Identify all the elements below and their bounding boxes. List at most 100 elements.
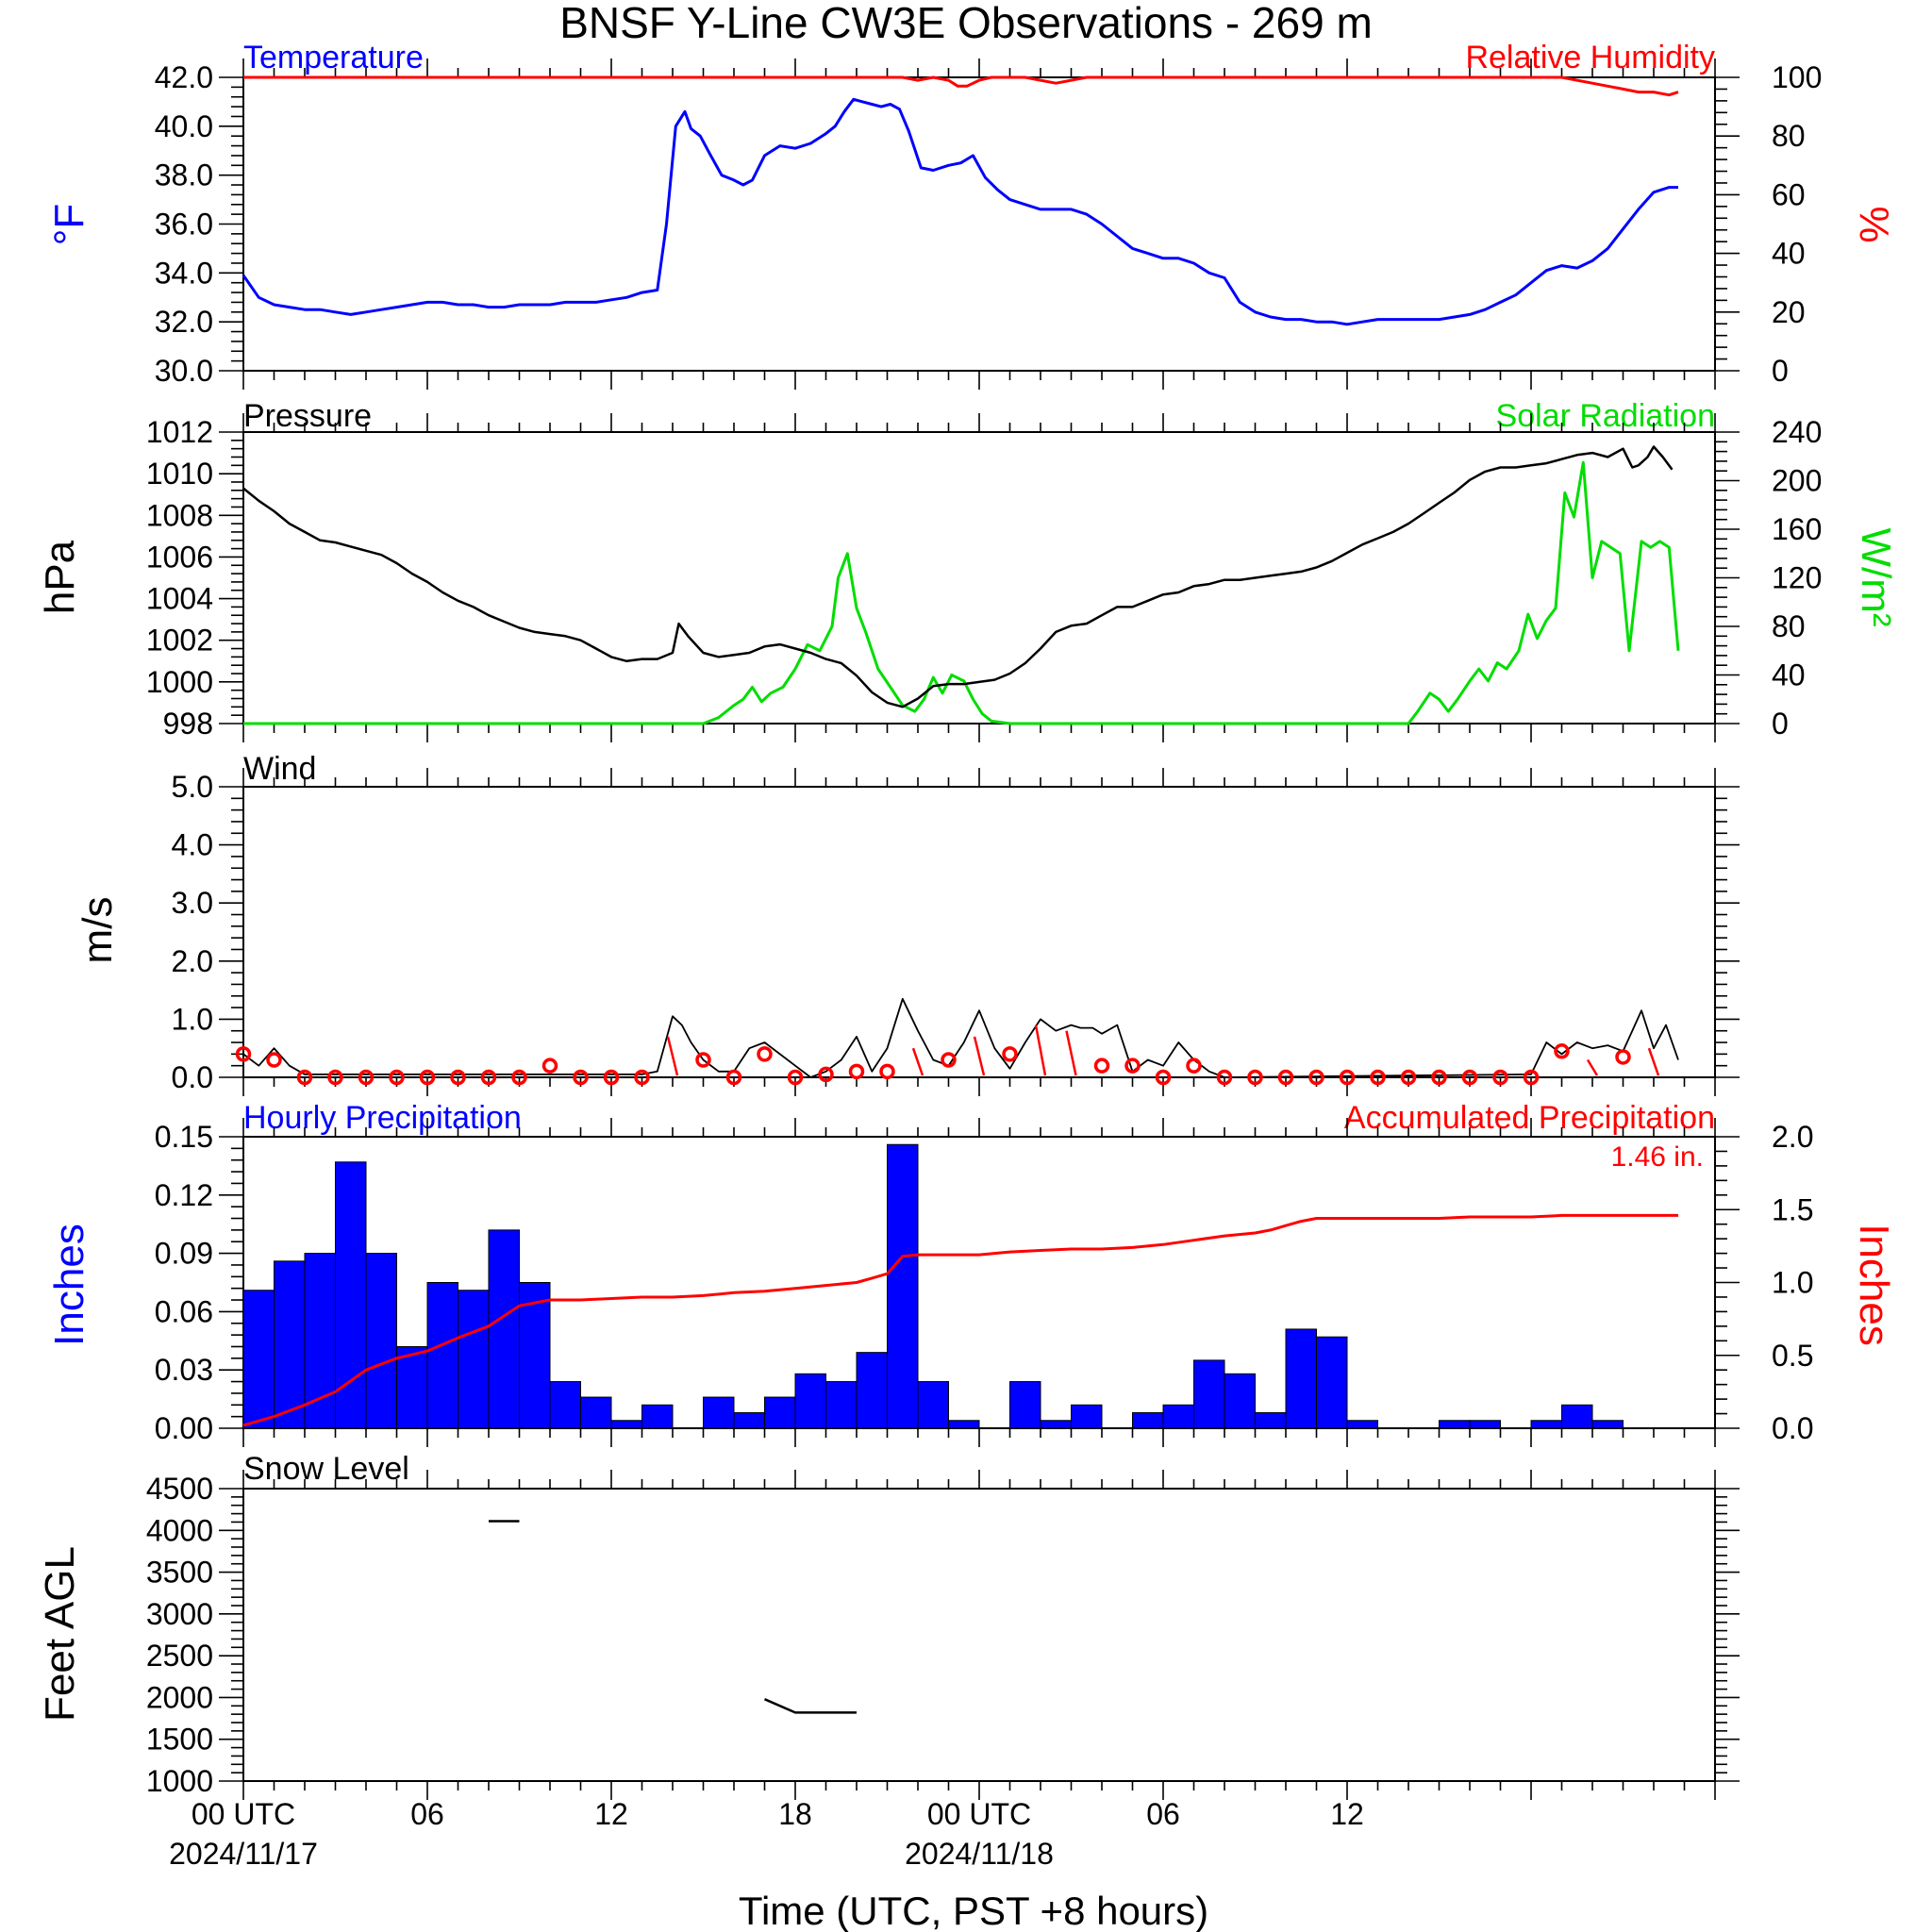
hourly-precip-bar <box>733 1412 765 1429</box>
wind-calm-circle <box>296 1069 313 1086</box>
hourly-precip-bar <box>1193 1359 1225 1429</box>
hourly-precip-bar <box>426 1282 458 1429</box>
x-tick-date-label: 2024/11/18 <box>905 1837 1054 1871</box>
hourly-precip-bar <box>1255 1412 1287 1429</box>
precip-right-tick-label: 0.0 <box>1772 1411 1813 1445</box>
x-tick-label: 18 <box>778 1797 812 1831</box>
hourly-precip-bar <box>396 1345 428 1429</box>
chart-title: BNSF Y-Line CW3E Observations - 269 m <box>559 0 1373 47</box>
hourly-precip-bar <box>1224 1373 1256 1429</box>
wind-direction-marker <box>973 1036 986 1076</box>
temp-left-tick-label: 30.0 <box>155 354 213 388</box>
wind-calm-circle <box>725 1069 742 1086</box>
rh-axis-title: % <box>1851 206 1897 242</box>
wind-calm-circle <box>1093 1058 1110 1074</box>
wind-calm-circle <box>1247 1069 1263 1086</box>
pres-right-tick-label: 160 <box>1772 512 1822 546</box>
wind-calm-circle <box>1002 1046 1018 1062</box>
hourly-precip-bar <box>1530 1420 1562 1429</box>
snow-level-segment <box>763 1698 857 1714</box>
snow-left-tick-label: 4000 <box>146 1513 213 1547</box>
pres-left-tick-label: 1002 <box>146 624 213 658</box>
wind-calm-circle <box>450 1069 466 1086</box>
snow-panel-frame <box>242 1488 1716 1782</box>
wind-calm-circle <box>1308 1069 1324 1086</box>
hourly-precip-bar <box>458 1290 490 1429</box>
wind-speed-series-line <box>242 997 1679 1078</box>
snow-left-tick-label: 2500 <box>146 1639 213 1673</box>
precip-left-tick-label: 0.00 <box>155 1411 213 1445</box>
pres-left-tick-label: 998 <box>163 707 213 741</box>
snow-left-tick-label: 3000 <box>146 1597 213 1631</box>
wind-left-tick-label: 2.0 <box>172 944 213 978</box>
wind-panel-title: Wind <box>243 751 316 787</box>
temp-left-tick-label: 42.0 <box>155 60 213 94</box>
wind-calm-circle <box>480 1069 497 1086</box>
x-tick-label: 00 UTC <box>927 1797 1031 1831</box>
pres-left-tick-label: 1000 <box>146 665 213 699</box>
wind-calm-circle <box>327 1069 343 1086</box>
pressure-series-line <box>242 445 1674 708</box>
temp-right-tick-label: 0 <box>1772 354 1789 388</box>
snow-left-tick-label: 1000 <box>146 1764 213 1798</box>
temp-panel-frame <box>242 76 1716 372</box>
snow-left-tick-label: 1500 <box>146 1723 213 1757</box>
snow-left-tick-label: 3500 <box>146 1556 213 1590</box>
wind-calm-circle <box>573 1069 589 1086</box>
hourly-precip-axis-title: Inches <box>46 1224 92 1346</box>
wind-calm-circle <box>1186 1058 1202 1074</box>
temp-right-tick-label: 100 <box>1772 60 1822 94</box>
wind-calm-circle <box>1461 1069 1478 1086</box>
accum-precip-panel-title: Accumulated Precipitation <box>1344 1100 1715 1136</box>
hourly-precip-bar <box>610 1420 642 1429</box>
x-tick-label: 12 <box>1330 1797 1364 1831</box>
precip-total-label: 1.46 in. <box>1611 1141 1704 1173</box>
temperature-series-line <box>242 97 1678 326</box>
snow-left-tick-label: 2000 <box>146 1680 213 1714</box>
wind-calm-circle <box>1554 1043 1570 1059</box>
pres-left-tick-label: 1010 <box>146 457 213 491</box>
wind-calm-circle <box>1155 1069 1172 1086</box>
hourly-precip-bar <box>1346 1420 1378 1429</box>
hourly-precip-bar <box>1040 1420 1072 1429</box>
hourly-precip-bar <box>274 1260 306 1429</box>
accum-precip-axis-title: Inches <box>1851 1224 1897 1346</box>
wind-calm-circle <box>1339 1069 1356 1086</box>
x-tick-label: 06 <box>410 1797 444 1831</box>
wind-calm-circle <box>266 1052 282 1068</box>
wind-left-tick-label: 4.0 <box>172 828 213 862</box>
rh-panel-title: Relative Humidity <box>1465 40 1715 75</box>
pres-right-tick-label: 0 <box>1772 707 1789 741</box>
hourly-precip-bar <box>1469 1420 1501 1429</box>
pres-left-tick-label: 1004 <box>146 582 213 616</box>
x-tick-label: 00 UTC <box>192 1797 295 1831</box>
wind-calm-circle <box>634 1069 650 1086</box>
hourly-precip-bar <box>825 1381 858 1429</box>
wind-calm-circle <box>1216 1069 1233 1086</box>
hourly-precip-bar <box>1439 1420 1471 1429</box>
hourly-precip-bar <box>242 1290 275 1429</box>
snow-level-panel-title: Snow Level <box>243 1451 409 1487</box>
hourly-precip-bar <box>1071 1404 1103 1429</box>
wind-panel-frame <box>242 786 1716 1078</box>
temp-right-tick-label: 20 <box>1772 295 1806 329</box>
temp-left-tick-label: 34.0 <box>155 256 213 290</box>
precip-right-tick-label: 1.5 <box>1772 1192 1813 1226</box>
temp-right-tick-label: 80 <box>1772 119 1806 153</box>
precip-left-tick-label: 0.03 <box>155 1353 213 1387</box>
precip-left-tick-label: 0.06 <box>155 1294 213 1328</box>
hourly-precip-bar <box>335 1161 367 1429</box>
hourly-precip-bar <box>887 1143 919 1429</box>
hourly-precip-bar <box>1009 1381 1041 1429</box>
hourly-precip-bar <box>1591 1420 1624 1429</box>
plot-layer: 30.0 32.0 34.0 36.0 38.0 40.0 42.0 0 20 40 60 80 100… <box>146 58 1822 1871</box>
wind-left-tick-label: 5.0 <box>172 770 213 804</box>
hourly-precip-bar <box>580 1396 612 1429</box>
wind-left-tick-label: 3.0 <box>172 886 213 920</box>
accumulated-precip-line <box>242 1213 1678 1427</box>
wind-direction-marker <box>1065 1030 1077 1076</box>
wind-direction-marker <box>911 1047 924 1076</box>
wind-calm-circle <box>1400 1069 1417 1086</box>
hourly-precip-bar <box>917 1381 949 1429</box>
